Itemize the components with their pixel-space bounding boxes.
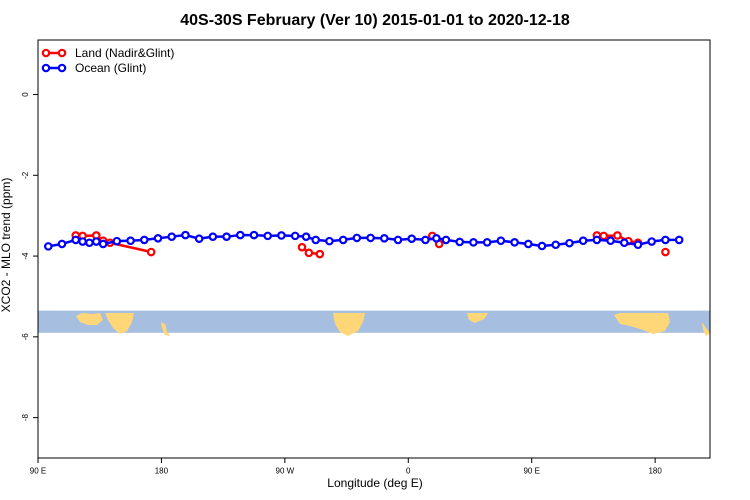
y-axis-ticks: 0 -2 -4 -6 -8 <box>21 92 38 421</box>
world-map-strip <box>38 310 710 336</box>
data-point <box>263 231 273 241</box>
data-point <box>139 235 149 245</box>
data-point <box>43 242 53 251</box>
land-shape <box>614 313 670 334</box>
legend-marker <box>41 63 51 73</box>
x-axis-label: Longitude (deg E) <box>327 476 422 490</box>
y-axis-label: XCO2 - MLO trend (ppm) <box>0 178 13 313</box>
data-point <box>455 237 465 247</box>
y-tick-label: -2 <box>21 171 30 179</box>
data-point <box>71 235 81 245</box>
y-tick-label: -4 <box>21 252 30 260</box>
data-point <box>112 236 122 246</box>
x-tick-label: 180 <box>155 467 169 476</box>
legend: Land (Nadir&Glint)Ocean (Glint) <box>41 46 174 75</box>
data-point <box>379 233 389 243</box>
data-point <box>57 239 67 249</box>
data-point <box>565 238 574 248</box>
data-point <box>249 230 259 240</box>
legend-marker <box>57 48 67 58</box>
data-point <box>146 247 156 257</box>
data-point <box>153 233 163 243</box>
data-point <box>91 237 101 246</box>
ocean-band <box>38 310 710 333</box>
data-point <box>208 232 218 241</box>
data-point <box>126 236 135 246</box>
data-point <box>366 233 375 243</box>
data-point <box>633 240 643 250</box>
series-layer <box>43 230 684 259</box>
x-tick-label: 90 E <box>30 467 46 476</box>
data-point <box>482 238 492 247</box>
y-tick-label: 0 <box>21 92 30 97</box>
data-point <box>421 235 430 245</box>
data-point <box>432 233 441 243</box>
x-tick-label: 90 W <box>276 467 295 476</box>
x-tick-label: 90 E <box>523 467 539 476</box>
y-tick-label: -6 <box>21 333 30 341</box>
data-point <box>619 238 629 248</box>
data-point <box>674 235 684 245</box>
legend-label: Land (Nadir&Glint) <box>75 46 174 60</box>
x-axis-ticks: 90 E 180 90 W 0 90 E 180 <box>30 458 662 476</box>
data-point <box>194 234 204 244</box>
data-point <box>235 230 245 240</box>
data-point <box>325 236 334 246</box>
data-point <box>407 234 417 244</box>
data-point <box>441 235 451 245</box>
data-point <box>311 235 321 245</box>
data-point <box>661 247 670 257</box>
data-point <box>315 249 325 259</box>
data-point <box>304 248 314 258</box>
chart-title: 40S-30S February (Ver 10) 2015-01-01 to … <box>180 12 570 29</box>
data-point <box>338 235 348 245</box>
data-point <box>301 232 311 241</box>
land-shape <box>702 322 710 336</box>
data-point <box>277 231 286 240</box>
data-point <box>98 239 108 249</box>
y-tick-label: -8 <box>21 414 30 422</box>
land-shape <box>333 313 365 336</box>
data-point <box>510 238 519 247</box>
data-point <box>78 237 87 246</box>
land-shape <box>76 313 103 325</box>
x-tick-label: 180 <box>648 467 662 476</box>
data-point <box>551 240 561 250</box>
data-point <box>592 235 602 245</box>
data-point <box>606 236 615 246</box>
data-point <box>523 239 533 249</box>
land-shape <box>161 322 170 336</box>
land-shape <box>105 313 134 334</box>
data-point <box>181 230 190 240</box>
x-tick-label: 0 <box>406 467 411 476</box>
legend-marker <box>57 63 67 73</box>
data-point <box>599 231 609 241</box>
data-point <box>167 232 177 241</box>
plot-frame <box>37 39 711 459</box>
data-point <box>537 241 547 251</box>
series-1 <box>43 230 684 251</box>
data-point <box>352 233 362 243</box>
data-point <box>393 235 403 245</box>
data-point <box>469 238 478 247</box>
land-shape <box>467 313 488 323</box>
data-point <box>647 237 657 246</box>
data-point <box>496 236 506 246</box>
data-point <box>222 232 231 241</box>
legend-label: Ocean (Glint) <box>75 61 146 75</box>
data-point <box>661 235 670 245</box>
data-point <box>85 238 94 248</box>
data-point <box>297 242 307 252</box>
data-point <box>290 231 300 241</box>
data-point <box>578 236 588 246</box>
legend-marker <box>41 48 51 58</box>
data-point <box>613 231 622 240</box>
